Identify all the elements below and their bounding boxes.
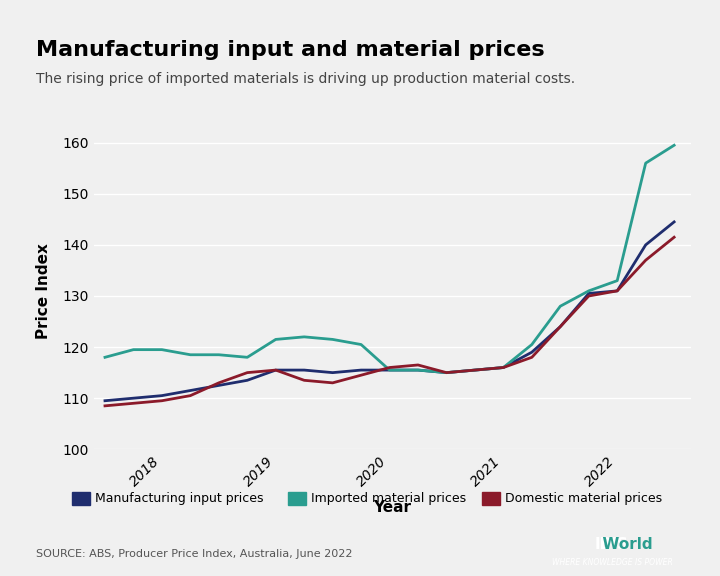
Text: Manufacturing input prices: Manufacturing input prices	[95, 492, 264, 505]
Text: The rising price of imported materials is driving up production material costs.: The rising price of imported materials i…	[36, 72, 575, 86]
Text: SOURCE: ABS, Producer Price Index, Australia, June 2022: SOURCE: ABS, Producer Price Index, Austr…	[36, 549, 353, 559]
Text: World: World	[571, 536, 653, 552]
Text: Manufacturing input and material prices: Manufacturing input and material prices	[36, 40, 544, 60]
Text: Domestic material prices: Domestic material prices	[505, 492, 662, 505]
Y-axis label: Price Index: Price Index	[36, 243, 51, 339]
Text: Imported material prices: Imported material prices	[311, 492, 466, 505]
Text: WHERE KNOWLEDGE IS POWER: WHERE KNOWLEDGE IS POWER	[552, 558, 672, 567]
Text: IBIS: IBIS	[595, 536, 629, 552]
X-axis label: Year: Year	[374, 500, 411, 516]
